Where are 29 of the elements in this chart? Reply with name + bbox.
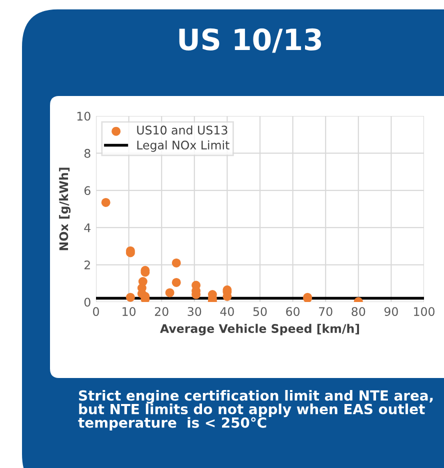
- x-tick-label: 50: [253, 307, 267, 316]
- point: [101, 198, 110, 207]
- y-tick-label: 6: [84, 186, 90, 196]
- x-tick-label: 60: [286, 307, 300, 316]
- point: [165, 288, 174, 298]
- x-tick-label: 20: [154, 307, 168, 316]
- chart-title: US 10/13: [179, 28, 322, 53]
- point: [126, 292, 135, 302]
- x-tick-label: 100: [414, 307, 434, 316]
- y-tick-label: 4: [84, 223, 90, 232]
- x-tick-label: 0: [93, 307, 99, 316]
- point: [172, 278, 181, 287]
- x-tick-label: 30: [188, 307, 202, 316]
- x-tick-label: 40: [220, 307, 234, 316]
- y-tick-label: 2: [84, 260, 90, 270]
- x-tick-label: 80: [352, 307, 366, 316]
- y-axis-title: NOx [g/kWh]: [59, 168, 71, 250]
- point: [138, 277, 148, 286]
- x-tick-label: 90: [384, 307, 398, 316]
- x-tick-label: 10: [122, 307, 136, 316]
- point: [172, 258, 181, 268]
- y-tick-label: 10: [77, 112, 90, 121]
- x-tick-label: 70: [319, 307, 332, 316]
- text: Strict engine certification limit and NTE area, but NTE limits do not apply when EAS outlet temperature is < 250°C: [78, 390, 433, 431]
- legend-label: US10 and US13: [137, 125, 228, 135]
- legend-label: Legal NOx Limit: [137, 140, 230, 152]
- y-tick-label: 0: [84, 298, 90, 307]
- y-tick-label: 8: [84, 148, 90, 158]
- x-axis-title: Average Vehicle Speed [km/h]: [160, 324, 360, 336]
